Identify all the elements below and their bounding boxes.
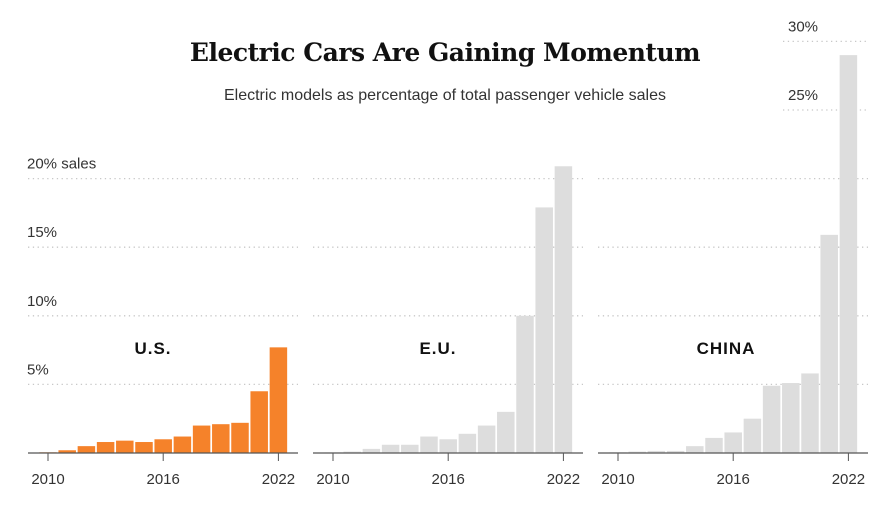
y-tick-label: 30%: [788, 18, 818, 35]
bar-eu-2015: [420, 436, 438, 453]
bar-china-2021: [820, 234, 838, 453]
bar-us-2016: [154, 439, 172, 453]
panel-label-china: CHINA: [697, 339, 756, 358]
bar-china-2022: [839, 55, 858, 454]
bar-us-2020: [231, 422, 249, 453]
bar-eu-2021: [535, 207, 553, 453]
y-tick-label: 25%: [788, 87, 818, 104]
x-tick-label: 2016: [717, 471, 750, 488]
bar-china-2019: [782, 383, 800, 453]
bar-us-2018: [192, 425, 211, 453]
bar-china-2013: [666, 450, 685, 453]
panel-label-us: U.S.: [134, 339, 171, 358]
bar-china-2016: [724, 432, 742, 453]
bar-eu-2022: [554, 166, 573, 453]
bar-eu-2019: [497, 411, 515, 453]
y-tick-label: 15%: [27, 224, 57, 241]
x-tick-label: 2016: [432, 471, 465, 488]
bar-us-2011: [58, 450, 76, 453]
bar-us-2021: [250, 391, 268, 453]
bar-china-2015: [705, 437, 723, 453]
x-tick-label: 2010: [316, 471, 349, 488]
bar-eu-2020: [516, 315, 534, 453]
x-tick-label: 2016: [147, 471, 180, 488]
bar-us-2017: [173, 436, 192, 453]
bar-china-2011: [628, 451, 646, 453]
bar-china-2017: [743, 418, 762, 453]
x-tick-label: 2022: [547, 471, 580, 488]
bar-eu-2017: [458, 433, 477, 453]
bar-china-2020: [801, 373, 819, 453]
bar-us-2022: [269, 347, 288, 453]
bar-eu-2014: [401, 444, 419, 453]
bar-eu-2018: [477, 425, 496, 453]
y-tick-label: 20% sales: [27, 156, 96, 173]
y-tick-label: 5%: [27, 361, 49, 378]
bar-china-2014: [686, 446, 704, 453]
chart-title: Electric Cars Are Gaining Momentum: [189, 38, 701, 67]
x-tick-label: 2010: [31, 471, 64, 488]
y-tick-label: 10%: [27, 293, 57, 310]
bar-us-2013: [96, 442, 115, 453]
bar-eu-2011: [343, 451, 361, 453]
bar-eu-2016: [439, 439, 457, 453]
bar-us-2019: [212, 424, 230, 453]
bar-us-2015: [135, 442, 153, 453]
x-tick-label: 2022: [262, 471, 295, 488]
x-tick-label: 2010: [601, 471, 634, 488]
bar-china-2012: [647, 450, 666, 453]
bar-eu-2013: [381, 444, 400, 453]
bar-us-2012: [77, 446, 96, 453]
bar-us-2014: [116, 440, 134, 453]
bar-eu-2012: [362, 448, 381, 453]
panel-label-eu: E.U.: [419, 339, 456, 358]
bar-china-2018: [762, 385, 781, 453]
x-tick-label: 2022: [832, 471, 865, 488]
chart-subtitle: Electric models as percentage of total p…: [223, 87, 666, 104]
